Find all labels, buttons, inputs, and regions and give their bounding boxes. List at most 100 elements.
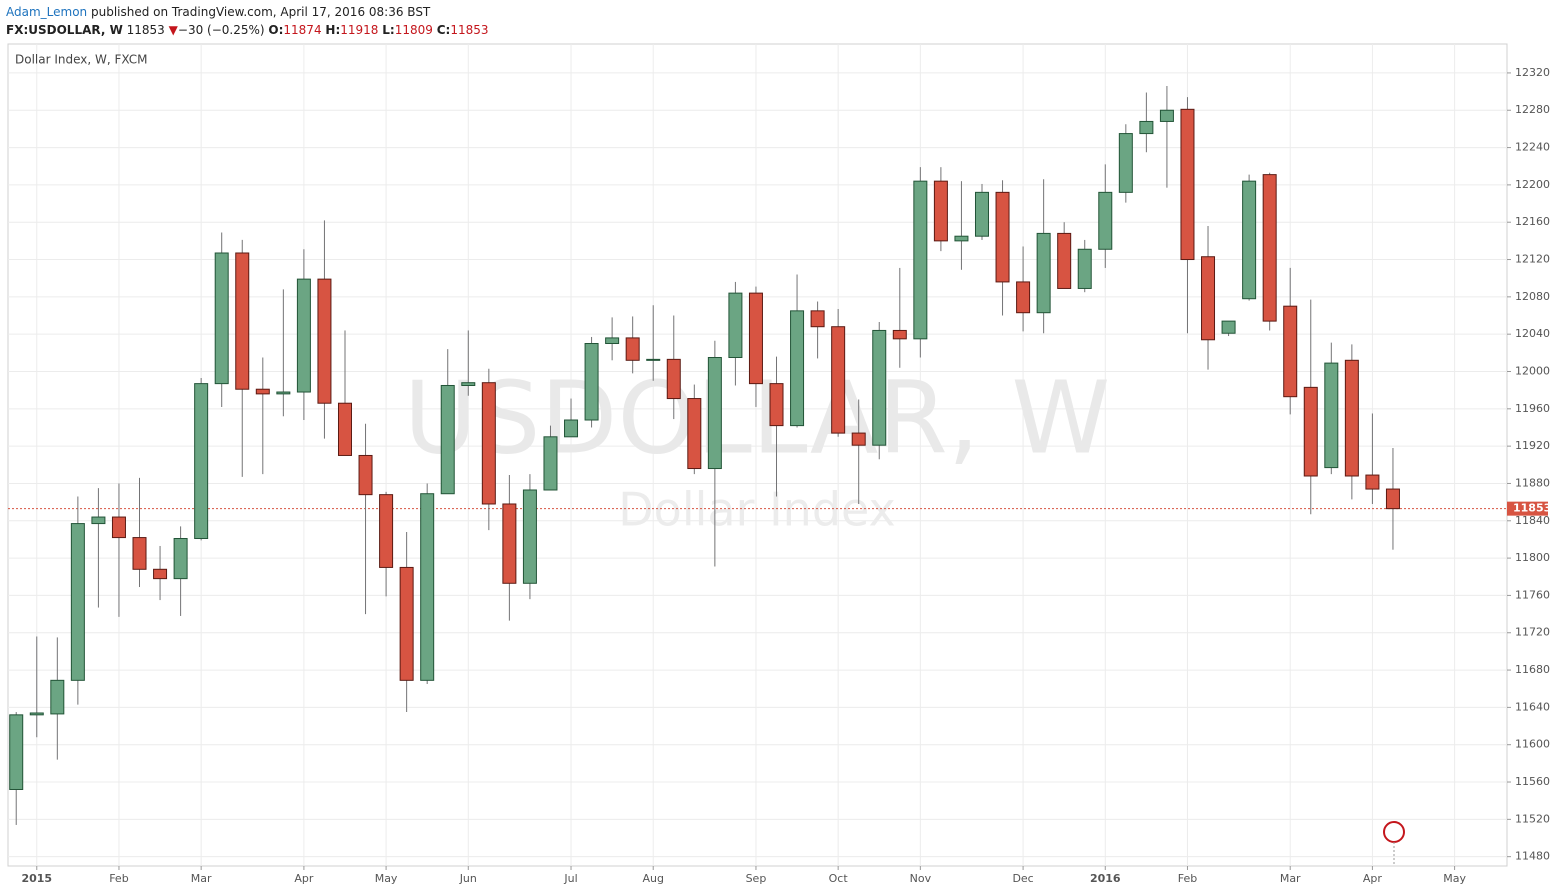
candle-body xyxy=(481,382,496,505)
price: 11853 xyxy=(126,23,165,37)
candle-body xyxy=(584,343,599,421)
candle-body xyxy=(153,568,168,580)
publish-line: Adam_Lemon published on TradingView.com,… xyxy=(6,3,489,21)
candle-body xyxy=(954,235,969,242)
last-price-label: 11853 xyxy=(1513,502,1551,515)
candle-body xyxy=(1365,474,1380,490)
candle-body xyxy=(543,436,558,491)
close: 11853 xyxy=(450,23,489,37)
x-tick-label: Jun xyxy=(459,872,477,885)
x-tick-label: Apr xyxy=(1363,872,1383,885)
candle-body xyxy=(974,191,989,237)
x-tick-label: Nov xyxy=(910,872,932,885)
x-tick-label: Aug xyxy=(642,872,663,885)
candle-body xyxy=(111,516,126,539)
candle-body xyxy=(1344,359,1359,477)
candle-body xyxy=(276,391,291,395)
candle-body xyxy=(790,310,805,427)
x-tick-label: May xyxy=(1443,872,1466,885)
candle-body xyxy=(1385,488,1400,510)
author[interactable]: Adam_Lemon xyxy=(6,5,88,19)
candle-body xyxy=(9,714,24,790)
y-tick-label: 11560 xyxy=(1515,775,1550,788)
low: 11809 xyxy=(394,23,433,37)
candle-body xyxy=(1262,174,1277,322)
candle-body xyxy=(564,419,579,438)
y-tick-label: 11640 xyxy=(1515,700,1550,713)
y-tick-label: 11600 xyxy=(1515,738,1550,751)
candle-body xyxy=(1159,109,1174,122)
candle-body xyxy=(995,191,1010,283)
y-tick-label: 11480 xyxy=(1515,850,1550,863)
candle-body xyxy=(707,356,722,470)
candle-body xyxy=(1139,120,1154,135)
candle-body xyxy=(399,566,414,681)
candle-body xyxy=(317,278,332,404)
candle-body xyxy=(1098,191,1113,250)
candle-body xyxy=(440,384,455,495)
candle-body xyxy=(605,337,620,345)
quote-line: FX:USDOLLAR, W 11853 ▼−30 (−0.25%) O: 118… xyxy=(6,21,489,39)
arrow: ▼ xyxy=(168,23,178,37)
candle-body xyxy=(296,278,311,393)
candle-body xyxy=(522,489,537,584)
y-tick-label: 11720 xyxy=(1515,626,1550,639)
last-price-badge xyxy=(1507,501,1548,516)
y-tick-label: 11800 xyxy=(1515,551,1550,564)
candle-body xyxy=(91,516,106,525)
candle-body xyxy=(420,493,435,681)
y-tick-label: 12160 xyxy=(1515,215,1550,228)
x-tick-label: 2015 xyxy=(21,872,52,885)
candle-body xyxy=(379,494,394,568)
candle-body xyxy=(1303,386,1318,477)
candle-body xyxy=(1201,256,1216,341)
candle-body xyxy=(646,358,661,361)
y-tick-label: 12120 xyxy=(1515,253,1550,266)
candle-body xyxy=(132,537,147,570)
high-label: H: xyxy=(325,23,341,37)
candle-body xyxy=(625,337,640,361)
symbol: FX:USDOLLAR, W xyxy=(6,23,123,37)
candle-body xyxy=(50,679,65,715)
candle-body xyxy=(461,382,476,386)
x-tick-label: Feb xyxy=(109,872,128,885)
candle-body xyxy=(1016,281,1031,314)
y-tick-label: 12200 xyxy=(1515,178,1550,191)
candle-body xyxy=(1118,133,1133,193)
candle-body xyxy=(913,180,928,340)
x-tick-label: May xyxy=(375,872,398,885)
candle-body xyxy=(872,329,887,446)
candle-body xyxy=(173,538,188,580)
candle-body xyxy=(70,523,85,681)
high: 11918 xyxy=(340,23,379,37)
open-label: O: xyxy=(268,23,284,37)
candle-body xyxy=(1242,180,1257,300)
candle-body xyxy=(1283,305,1298,398)
x-tick-label: Apr xyxy=(294,872,314,885)
candle-body xyxy=(29,712,44,716)
candle-body xyxy=(892,329,907,340)
y-tick-label: 12320 xyxy=(1515,66,1550,79)
candle-body xyxy=(235,252,250,390)
event-icon[interactable] xyxy=(1383,821,1405,843)
candle-body xyxy=(1324,362,1339,469)
y-tick-label: 12240 xyxy=(1515,141,1550,154)
candle-body xyxy=(810,310,825,328)
x-tick-label: Mar xyxy=(1280,872,1301,885)
candle-body xyxy=(1221,320,1236,334)
y-tick-label: 11880 xyxy=(1515,476,1550,489)
candle-body xyxy=(728,292,743,358)
x-tick-label: Dec xyxy=(1012,872,1033,885)
candle-body xyxy=(666,358,681,400)
x-tick-label: Jul xyxy=(563,872,577,885)
candle-body xyxy=(337,402,352,456)
published: published on TradingView.com, April 17, … xyxy=(90,5,431,19)
change: −30 (−0.25%) xyxy=(177,23,265,37)
y-tick-label: 12280 xyxy=(1515,103,1550,116)
x-tick-label: Sep xyxy=(746,872,767,885)
candle-body xyxy=(358,454,373,496)
candle-body xyxy=(769,383,784,427)
y-tick-label: 11960 xyxy=(1515,402,1550,415)
